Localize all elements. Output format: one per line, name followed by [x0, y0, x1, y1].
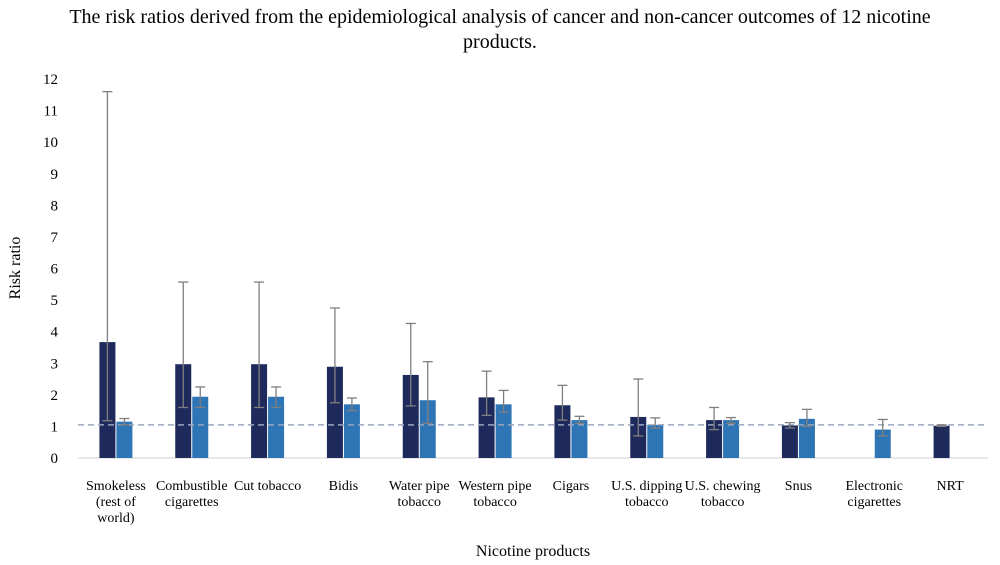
- bar: [251, 364, 268, 458]
- bar: [874, 429, 891, 458]
- bar: [723, 420, 740, 458]
- x-axis-categories: Smokeless (rest of world) Combustible cigare…: [86, 479, 964, 526]
- chart-title: The risk ratios derived from the epidemi…: [69, 6, 931, 53]
- error-bar: [709, 406, 720, 431]
- error-bar: [119, 417, 130, 426]
- error-bar: [271, 386, 282, 409]
- error-bar: [254, 281, 265, 409]
- y-tick-label: 1: [51, 419, 59, 435]
- bar: [495, 404, 512, 458]
- bar: [933, 425, 950, 458]
- x-category-label: Combustible cigarettes: [156, 479, 228, 510]
- bar: [798, 418, 815, 458]
- y-tick-label: 7: [51, 230, 59, 246]
- y-tick-label: 9: [51, 167, 59, 183]
- error-bar: [329, 307, 340, 404]
- x-category-label: Cut tobacco: [234, 479, 301, 494]
- error-bar: [481, 370, 492, 417]
- error-bar: [801, 408, 812, 428]
- bar: [268, 396, 285, 458]
- bars: [99, 342, 950, 458]
- error-bar: [936, 424, 947, 428]
- y-tick-label: 10: [43, 135, 58, 151]
- x-category-label: Bidis: [329, 479, 359, 494]
- error-bar: [422, 361, 433, 424]
- error-bar: [195, 386, 206, 409]
- bar: [554, 405, 571, 458]
- x-category-label: U.S. chewing tobacco: [685, 479, 761, 510]
- bar: [419, 400, 436, 458]
- x-category-label: NRT: [936, 479, 964, 494]
- bar: [343, 404, 360, 458]
- error-bar: [877, 418, 888, 437]
- y-tick-label: 0: [51, 451, 59, 467]
- bar: [116, 421, 133, 458]
- bar: [571, 420, 588, 458]
- y-tick-label: 8: [51, 198, 59, 214]
- error-bar: [498, 389, 509, 413]
- error-bar: [633, 378, 644, 437]
- bar: [192, 396, 209, 458]
- error-bar: [102, 90, 113, 422]
- x-category-label: Electronic cigarettes: [845, 479, 903, 510]
- error-bar: [726, 416, 737, 424]
- x-category-label: Water pipe tobacco: [389, 479, 450, 510]
- bar: [402, 374, 419, 458]
- y-tick-label: 6: [51, 262, 59, 278]
- bar: [630, 416, 647, 458]
- error-bar: [574, 415, 585, 424]
- y-tick-label: 5: [51, 293, 59, 309]
- y-tick-label: 4: [51, 325, 59, 341]
- x-axis-label: Nicotine products: [476, 543, 590, 560]
- x-category-label: Western pipe tobacco: [459, 479, 532, 510]
- y-axis-label: Risk ratio: [7, 237, 24, 300]
- y-tick-label: 12: [43, 72, 58, 88]
- bar: [647, 424, 664, 458]
- y-tick-label: 2: [51, 388, 59, 404]
- error-bar: [784, 421, 795, 429]
- error-bar: [650, 417, 661, 429]
- x-category-label: Cigars: [553, 479, 590, 494]
- bar: [478, 397, 495, 458]
- x-category-label: Smokeless (rest of world): [86, 479, 146, 526]
- error-bar: [557, 384, 568, 421]
- y-tick-label: 11: [44, 104, 58, 120]
- x-category-label: U.S. dipping tobacco: [611, 479, 682, 510]
- bar: [781, 425, 798, 458]
- bar: [326, 366, 343, 458]
- y-tick-label: 3: [51, 356, 59, 372]
- error-bar: [346, 397, 357, 412]
- error-bars: [102, 90, 947, 437]
- error-bar: [405, 322, 416, 407]
- bar: [175, 364, 192, 458]
- x-category-label: Snus: [785, 479, 812, 494]
- error-bar: [178, 281, 189, 409]
